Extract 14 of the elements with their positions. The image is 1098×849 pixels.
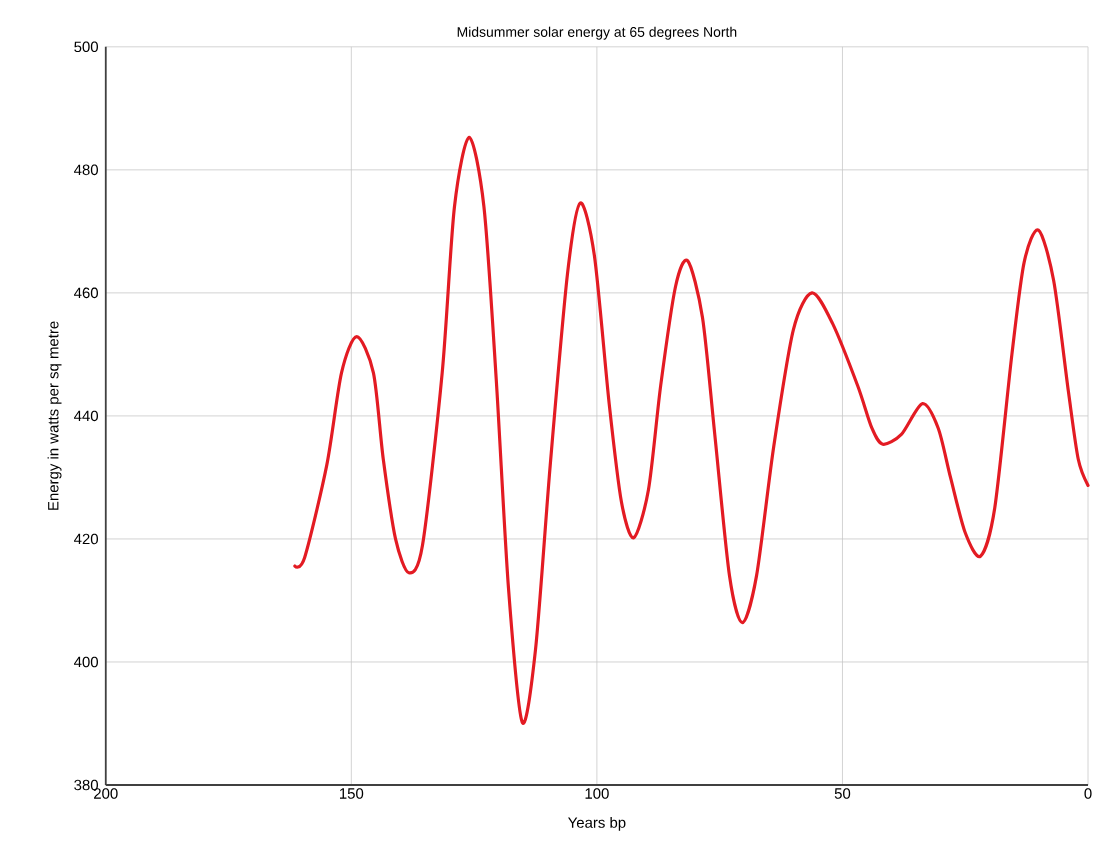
y-tick-label: 400: [74, 656, 98, 668]
y-tick-label: 460: [74, 287, 98, 299]
x-tick-label: 150: [340, 788, 364, 799]
x-tick-label: 100: [585, 788, 609, 799]
line-series: [293, 135, 1090, 724]
y-tick-label: 500: [74, 41, 98, 53]
y-tick-label: 480: [74, 164, 98, 176]
y-axis-title: Energy in watts per sq metre: [47, 321, 62, 510]
x-tick-label: 0: [1084, 788, 1092, 799]
x-axis-title: Years bp: [568, 817, 626, 831]
y-tick-label: 440: [74, 410, 98, 422]
y-tick-label: 420: [74, 533, 98, 545]
x-tick-label: 50: [834, 788, 851, 799]
chart-title: Midsummer solar energy at 65 degrees North: [457, 26, 737, 40]
